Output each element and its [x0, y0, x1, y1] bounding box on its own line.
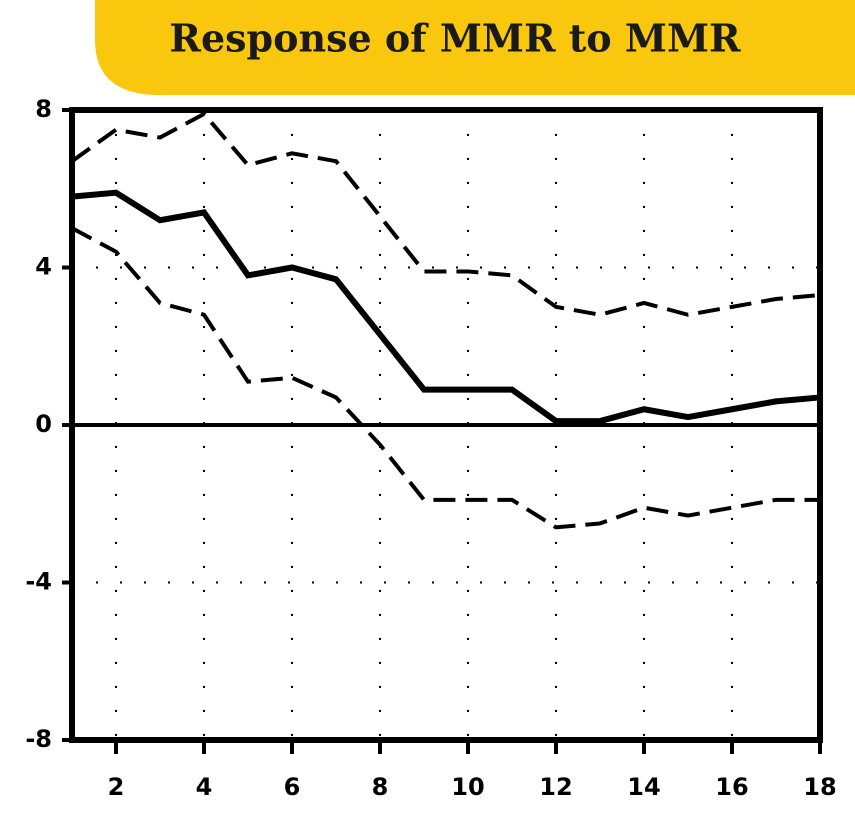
series-line: [71, 189, 821, 425]
x-tick-label: 8: [372, 773, 389, 801]
title-banner: [95, 0, 855, 95]
x-tick-label: 14: [627, 773, 660, 801]
x-tick-label: 2: [108, 773, 125, 801]
y-tick-label: 4: [35, 253, 52, 281]
x-tick-label: 4: [196, 773, 213, 801]
series-line: [70, 111, 821, 317]
x-tick-label: 12: [539, 773, 572, 801]
series-line: [71, 226, 820, 530]
x-tick-label: 10: [451, 773, 484, 801]
y-tick-label: 8: [35, 95, 52, 123]
x-tick-label: 16: [715, 773, 748, 801]
chart-title: Response of MMR to MMR: [169, 16, 741, 61]
x-tick-label: 18: [803, 773, 836, 801]
y-tick-label: 0: [35, 410, 52, 438]
y-tick-label: -4: [25, 568, 52, 596]
y-tick-label: -8: [25, 725, 52, 753]
x-tick-label: 6: [284, 773, 301, 801]
